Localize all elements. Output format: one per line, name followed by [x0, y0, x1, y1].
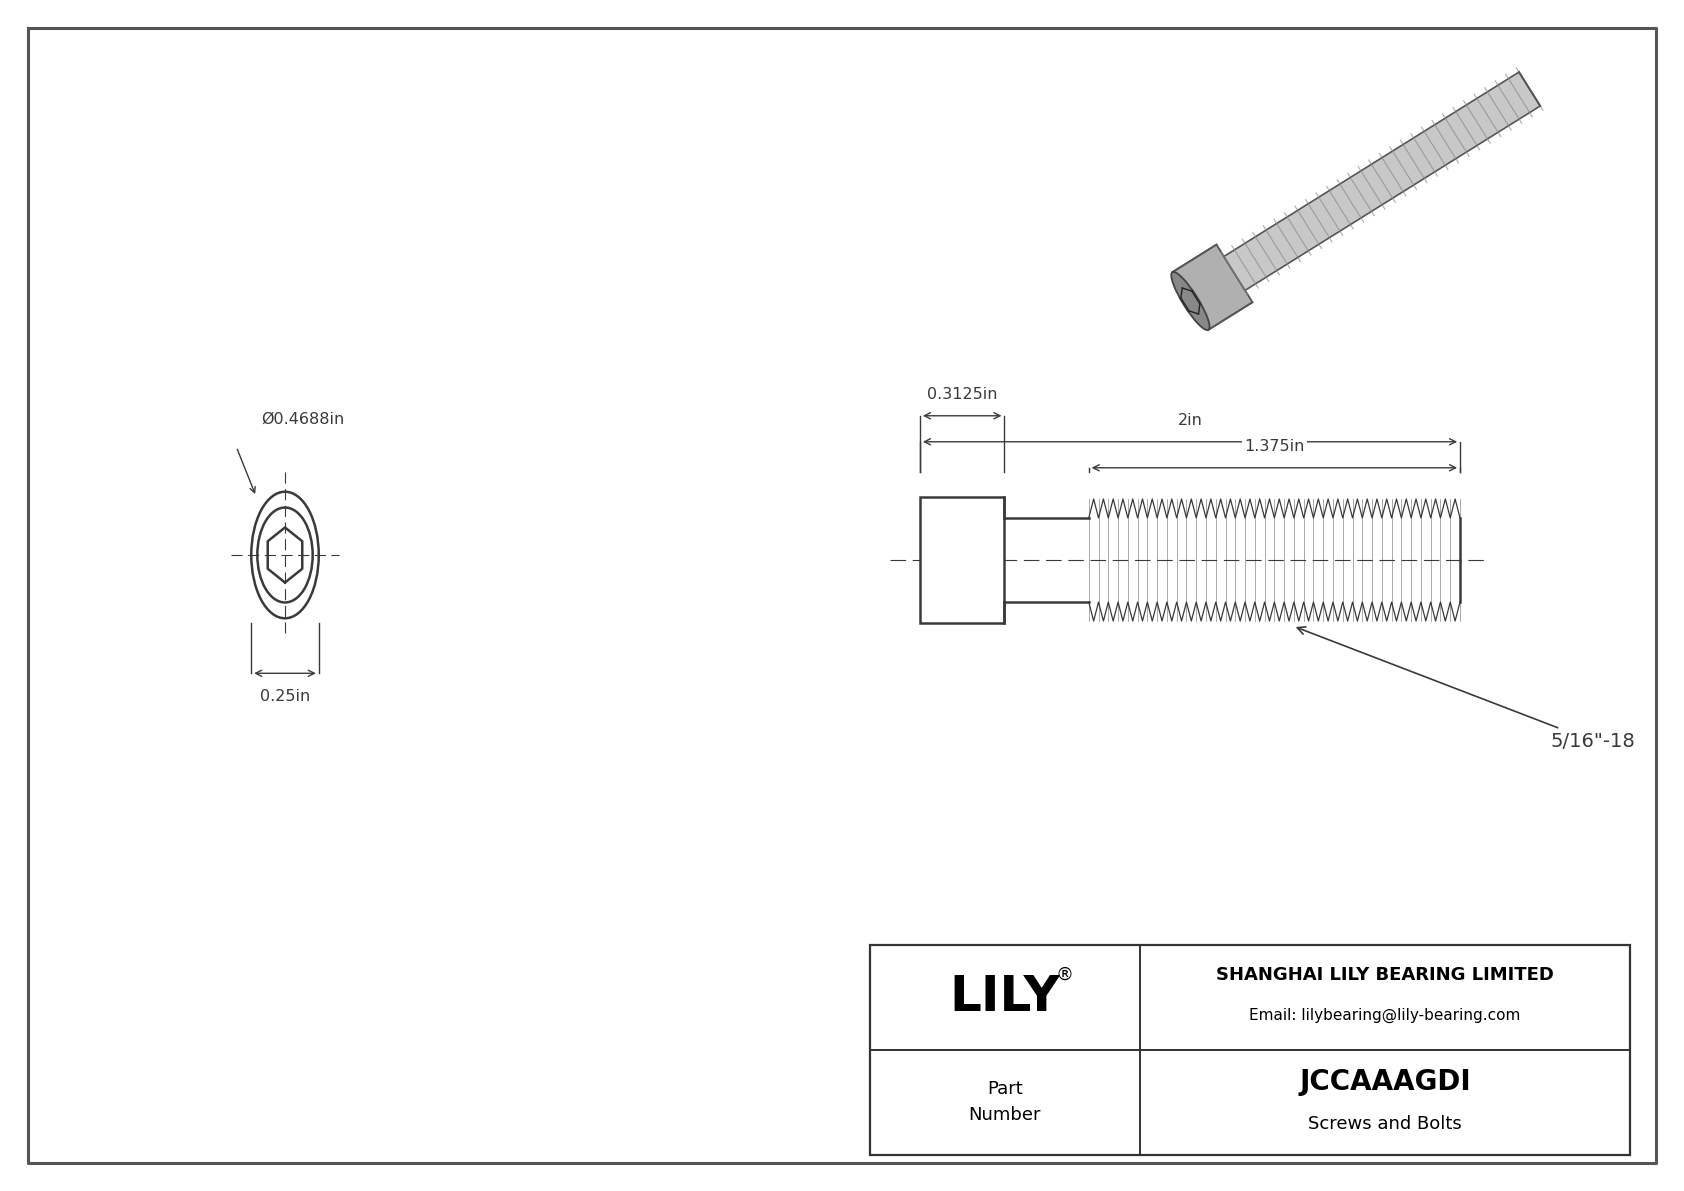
Text: Part
Number: Part Number: [968, 1080, 1041, 1124]
Text: SHANGHAI LILY BEARING LIMITED: SHANGHAI LILY BEARING LIMITED: [1216, 966, 1554, 984]
Bar: [871, 944, 1630, 1155]
Text: 2in: 2in: [1177, 413, 1202, 428]
Text: Screws and Bolts: Screws and Bolts: [1308, 1115, 1462, 1133]
Text: Email: lilybearing@lily-bearing.com: Email: lilybearing@lily-bearing.com: [1250, 1008, 1521, 1023]
Bar: [919, 497, 1004, 623]
Text: LILY: LILY: [950, 973, 1061, 1021]
Ellipse shape: [1172, 272, 1209, 330]
Text: 0.25in: 0.25in: [259, 690, 310, 704]
Polygon shape: [1172, 244, 1253, 330]
Text: Ø0.4688in: Ø0.4688in: [261, 412, 345, 426]
Text: 0.3125in: 0.3125in: [926, 387, 997, 401]
Text: JCCAAAGDI: JCCAAAGDI: [1298, 1068, 1470, 1096]
Text: 5/16"-18: 5/16"-18: [1297, 626, 1635, 750]
Polygon shape: [1224, 71, 1541, 291]
Text: ®: ®: [1056, 966, 1074, 984]
Text: 1.375in: 1.375in: [1244, 438, 1305, 454]
